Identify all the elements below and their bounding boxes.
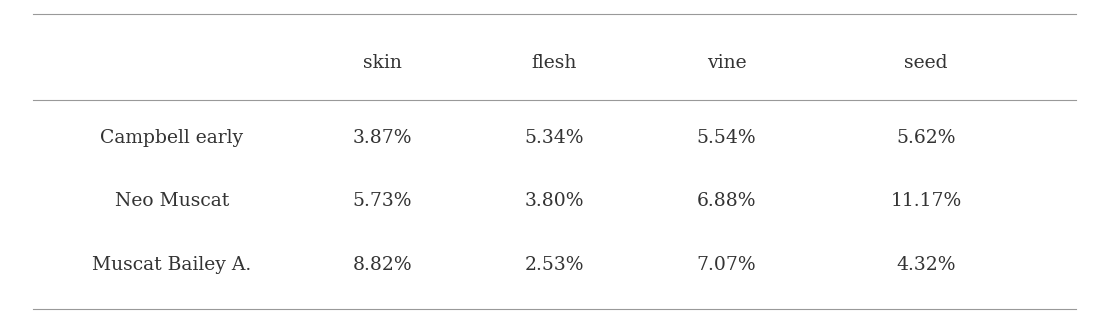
- Text: 7.07%: 7.07%: [696, 256, 756, 274]
- Text: 5.54%: 5.54%: [696, 129, 756, 147]
- Text: 2.53%: 2.53%: [525, 256, 584, 274]
- Text: 5.34%: 5.34%: [525, 129, 584, 147]
- Text: Campbell early: Campbell early: [100, 129, 244, 147]
- Text: 6.88%: 6.88%: [696, 192, 756, 210]
- Text: 3.80%: 3.80%: [525, 192, 584, 210]
- Text: 5.73%: 5.73%: [353, 192, 413, 210]
- Text: flesh: flesh: [532, 55, 577, 72]
- Text: seed: seed: [904, 55, 948, 72]
- Text: Neo Muscat: Neo Muscat: [114, 192, 230, 210]
- Text: 3.87%: 3.87%: [353, 129, 413, 147]
- Text: 11.17%: 11.17%: [891, 192, 962, 210]
- Text: 8.82%: 8.82%: [353, 256, 413, 274]
- Text: skin: skin: [363, 55, 403, 72]
- Text: 4.32%: 4.32%: [896, 256, 956, 274]
- Text: Muscat Bailey A.: Muscat Bailey A.: [92, 256, 252, 274]
- Text: vine: vine: [706, 55, 746, 72]
- Text: 5.62%: 5.62%: [896, 129, 956, 147]
